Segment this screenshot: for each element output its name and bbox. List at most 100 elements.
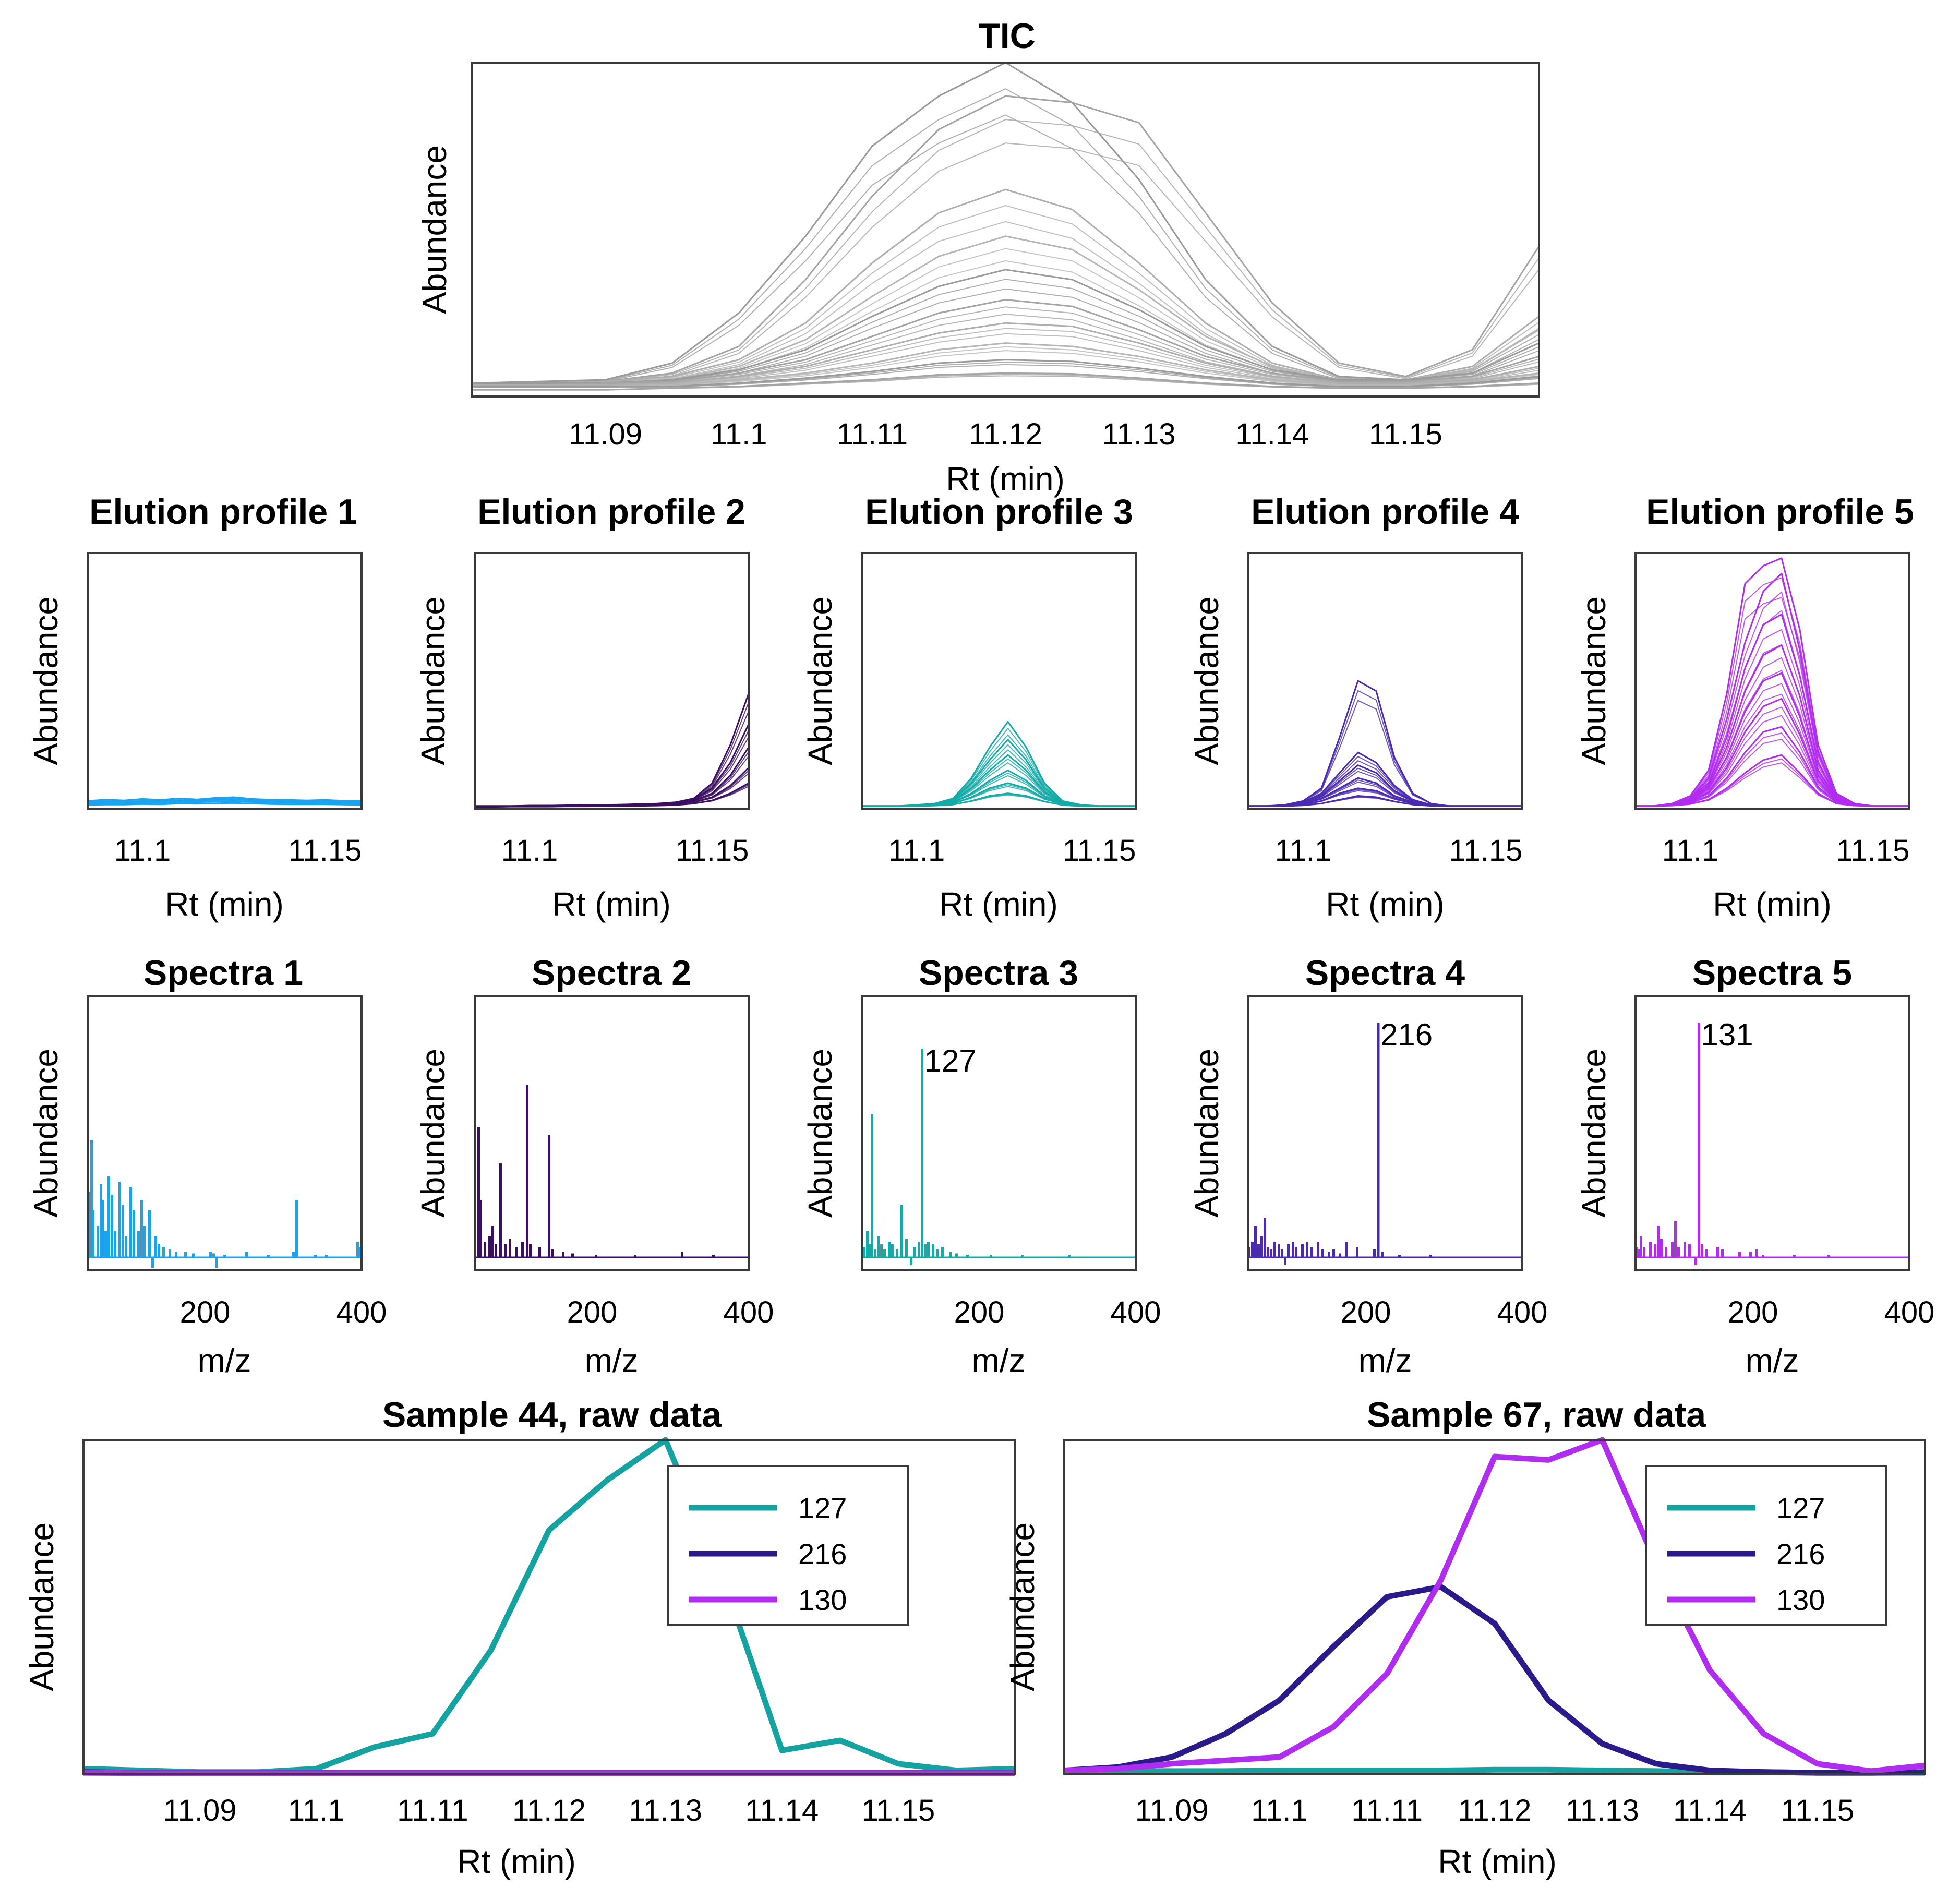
sp3-peak-label: 127 [924, 1043, 977, 1078]
sample-67-legend-label-127: 127 [1776, 1492, 1825, 1524]
tic-xtick-label: 11.13 [1102, 417, 1176, 451]
s44-xtick-label: 11.09 [163, 1794, 237, 1828]
tic-xtick-label: 11.15 [1369, 417, 1442, 451]
ep4-xtick-label: 11.15 [1449, 834, 1523, 868]
sample-67-title: Sample 67, raw data [1367, 1395, 1706, 1435]
s67-xtick-label: 11.14 [1673, 1794, 1747, 1828]
spectra-3-axes-box [861, 995, 1137, 1271]
ep3-xtick-label: 11.1 [888, 834, 945, 868]
ep1-xtick-label: 11.15 [288, 834, 362, 868]
elution-profile-4-title: Elution profile 4 [1251, 492, 1519, 532]
elution-profile-2-ylabel: Abundance [414, 596, 452, 765]
elution-profile-1-ylabel: Abundance [27, 596, 65, 765]
tic-series-line [472, 119, 1540, 384]
elution-profile-2-xlabel: Rt (min) [552, 885, 671, 923]
tic-xtick-label: 11.12 [969, 417, 1042, 451]
elution-profile-4-ylabel: Abundance [1188, 596, 1225, 765]
sample-44-xlabel: Rt (min) [457, 1843, 576, 1880]
elution-profile-1-xticks: 11.1 11.15 [114, 834, 362, 868]
tic-ylabel: Abundance [416, 145, 453, 314]
elution-profile-5-title: Elution profile 5 [1646, 492, 1914, 532]
s44-xtick-label: 11.12 [512, 1794, 586, 1828]
spectra-1-peaks-group [87, 1140, 362, 1268]
elution-profile-5-xlabel: Rt (min) [1713, 885, 1832, 923]
s67-xtick-label: 11.1 [1251, 1794, 1308, 1828]
spectra-3-xticks: 200 400 [954, 1295, 1161, 1329]
sample-67-xticks: 11.09 11.1 11.11 11.12 11.13 11.14 11.15 [1135, 1794, 1854, 1828]
sample-44-axes-box [82, 1439, 1016, 1775]
spectra-2-title: Spectra 2 [532, 953, 691, 993]
spectra-3-xlabel: m/z [971, 1342, 1025, 1379]
sample-67-legend-label-216: 216 [1776, 1537, 1825, 1570]
s44-xtick-label: 11.1 [288, 1794, 345, 1828]
tic-xlabel: Rt (min) [946, 460, 1065, 498]
ep3-xtick-label: 11.15 [1063, 834, 1136, 868]
elution-profile-3-xlabel: Rt (min) [939, 885, 1058, 923]
spectra-2-xlabel: m/z [584, 1342, 638, 1379]
sp5-peak-label: 131 [1701, 1017, 1753, 1052]
tic-series-line [472, 306, 1540, 386]
tic-series-line [472, 88, 1540, 384]
elution-profile-1-title: Elution profile 1 [89, 492, 357, 532]
tic-axes-box [471, 62, 1540, 398]
ep2-xtick-label: 11.15 [676, 834, 749, 868]
spectra-1-chart: Spectra 1 Abundance 200 400 m/z [27, 953, 387, 1379]
elution-profile-4-xlabel: Rt (min) [1326, 885, 1445, 923]
tic-xtick-label: 11.14 [1235, 417, 1309, 451]
s67-xtick-label: 11.13 [1566, 1794, 1639, 1828]
spectra-4-axes-box [1247, 995, 1523, 1271]
spectra-4-ylabel: Abundance [1188, 1049, 1225, 1218]
sample-44-legend-label-216: 216 [798, 1537, 847, 1570]
sample-67-axes-box [1063, 1439, 1926, 1775]
spectra-1-title: Spectra 1 [143, 953, 303, 993]
tic-series-group [472, 62, 1540, 391]
spectra-5-chart: Spectra 5 131 Abundance 200 400 m/z [1575, 953, 1934, 1379]
elution-profile-2-axes-box [474, 552, 750, 810]
ep2-series-line [475, 786, 749, 807]
sample-44-legend: 127 216 130 [667, 1465, 909, 1626]
elution-profile-3-xticks: 11.1 11.15 [888, 834, 1136, 868]
sp4-peak-label: 216 [1380, 1017, 1433, 1052]
elution-profile-5-chart: Elution profile 5 Abundance 11.1 11.15 Rt… [1575, 492, 1914, 923]
elution-profile-3-series-group [862, 720, 1136, 807]
tic-xtick-label: 11.09 [569, 417, 642, 451]
s44-xtick-label: 11.13 [629, 1794, 702, 1828]
tic-xtick-label: 11.1 [711, 417, 767, 451]
ep5-xtick-label: 11.1 [1662, 834, 1719, 868]
tic-chart: TIC Abundance 11.09 11.1 11.11 11.12 11.13 11… [416, 16, 1540, 498]
sp1-xtick-label: 200 [180, 1295, 231, 1329]
s67-xtick-label: 11.12 [1458, 1794, 1532, 1828]
spectra-1-ylabel: Abundance [27, 1049, 65, 1218]
s67-xtick-label: 11.09 [1135, 1794, 1209, 1828]
elution-profile-1-xlabel: Rt (min) [165, 885, 284, 923]
elution-profile-3-axes-box [861, 552, 1137, 810]
spectra-3-ylabel: Abundance [801, 1049, 839, 1218]
tic-xtick-label: 11.11 [837, 417, 908, 451]
sp4-xtick-label: 400 [1497, 1295, 1548, 1329]
tic-series-line [472, 269, 1540, 384]
ep5-series-line [1636, 762, 1909, 807]
elution-profile-5-series-group [1636, 557, 1909, 807]
spectra-3-title: Spectra 3 [919, 953, 1078, 993]
elution-profile-2-chart: Elution profile 2 Abundance 11.1 11.15 Rt… [414, 492, 750, 923]
s44-xtick-label: 11.11 [397, 1794, 468, 1828]
sp2-xtick-label: 400 [724, 1295, 774, 1329]
sample-67-xlabel: Rt (min) [1438, 1843, 1557, 1880]
spectra-5-xticks: 200 400 [1728, 1295, 1935, 1329]
spectra-2-xticks: 200 400 [567, 1295, 774, 1329]
elution-profile-1-chart: Elution profile 1 Abundance 11.1 11.15 Rt… [27, 492, 363, 923]
spectra-2-axes-box [474, 995, 750, 1271]
elution-profile-5-axes-box [1634, 552, 1910, 810]
ep4-xtick-label: 11.1 [1275, 834, 1332, 868]
s44-xtick-label: 11.14 [745, 1794, 819, 1828]
elution-profile-3-title: Elution profile 3 [865, 492, 1133, 532]
ep3-series-line [862, 794, 1136, 807]
ep1-series-line [87, 799, 362, 803]
spectra-5-ylabel: Abundance [1575, 1049, 1613, 1218]
sp3-xtick-label: 200 [954, 1295, 1005, 1329]
sample-67-ylabel: Abundance [1004, 1522, 1041, 1691]
sp1-xtick-label: 400 [336, 1295, 387, 1329]
s67-series-line [1064, 1584, 1926, 1776]
